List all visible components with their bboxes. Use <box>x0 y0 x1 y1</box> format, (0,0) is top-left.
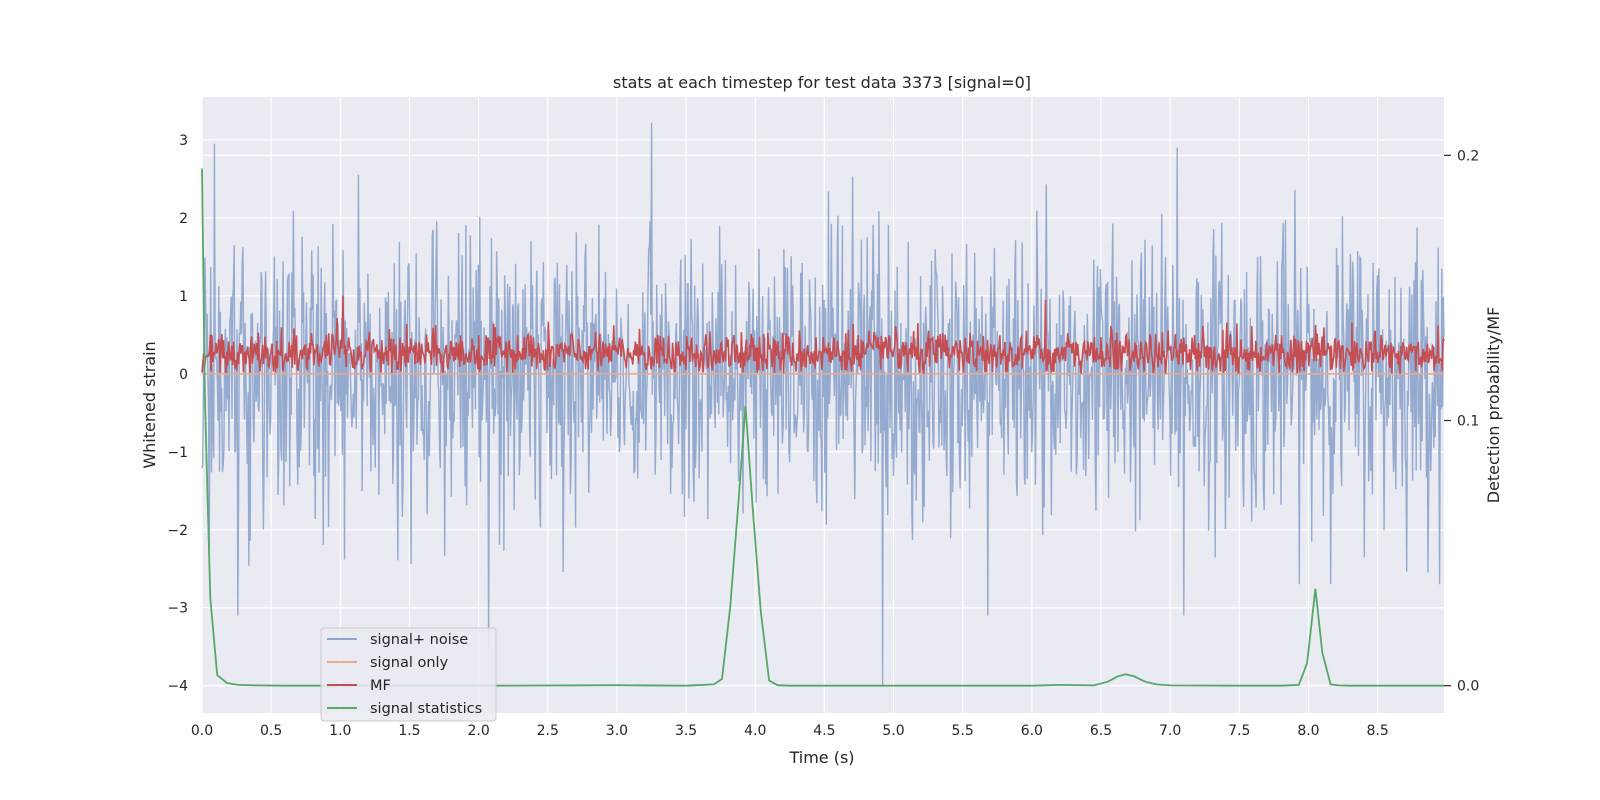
x-tick-label: 5.0 <box>882 723 904 739</box>
y-tick-label: −1 <box>167 445 188 461</box>
y-tick-label: 0 <box>179 367 188 383</box>
legend-label-signal-only: signal only <box>370 655 449 671</box>
x-tick-label: 8.5 <box>1366 723 1388 739</box>
y-tick-label: −4 <box>167 679 188 695</box>
x-tick-label: 6.5 <box>1090 723 1112 739</box>
y-tick-label: 1 <box>179 289 188 305</box>
y-axis-label: Whitened strain <box>140 341 159 468</box>
x-tick-label: 7.5 <box>1228 723 1250 739</box>
x-tick-label: 1.0 <box>329 723 351 739</box>
x-tick-label: 4.5 <box>813 723 835 739</box>
legend-label-mf: MF <box>370 678 391 694</box>
x-axis-label: Time (s) <box>788 748 854 767</box>
legend-box <box>320 627 497 722</box>
x-tick-label: 6.0 <box>1021 723 1043 739</box>
series-signal-statistics <box>201 168 1444 687</box>
x-tick-label: 2.5 <box>537 723 559 739</box>
y2-axis-label: Detection probability/MF <box>1484 307 1503 504</box>
y2-tick-label: 0.0 <box>1457 679 1479 695</box>
y-tick-label: −2 <box>167 523 188 539</box>
x-tick-label: 0.0 <box>191 723 213 739</box>
y-tick-label: 2 <box>179 211 188 227</box>
y2-tick-label: 0.2 <box>1457 148 1479 164</box>
legend-label-signal-noise: signal+ noise <box>370 632 468 648</box>
x-tick-label: 1.5 <box>398 723 420 739</box>
y-tick-label: −3 <box>167 601 188 617</box>
x-tick-label: 2.0 <box>467 723 489 739</box>
x-tick-label: 3.0 <box>606 723 628 739</box>
chart-title: stats at each timestep for test data 337… <box>613 73 1031 92</box>
x-tick-label: 5.5 <box>952 723 974 739</box>
y2-tick-label: 0.1 <box>1457 414 1479 430</box>
series-mf <box>201 295 1445 374</box>
x-tick-label: 4.0 <box>744 723 766 739</box>
y-tick-label: 3 <box>179 133 188 149</box>
legend-label-signal-statistics: signal statistics <box>370 701 482 717</box>
legend: signal+ noise signal only MF signal stat… <box>320 627 497 722</box>
x-tick-label: 7.0 <box>1159 723 1181 739</box>
series-layer <box>201 122 1445 687</box>
axis-layer: 0.0 0.5 1.0 1.5 2.0 2.5 3.0 3.5 4.0 4.5 5.0 5.5 6.0 6… <box>167 133 1479 739</box>
x-tick-label: 8.0 <box>1297 723 1319 739</box>
x-tick-label: 0.5 <box>260 723 282 739</box>
x-tick-label: 3.5 <box>675 723 697 739</box>
